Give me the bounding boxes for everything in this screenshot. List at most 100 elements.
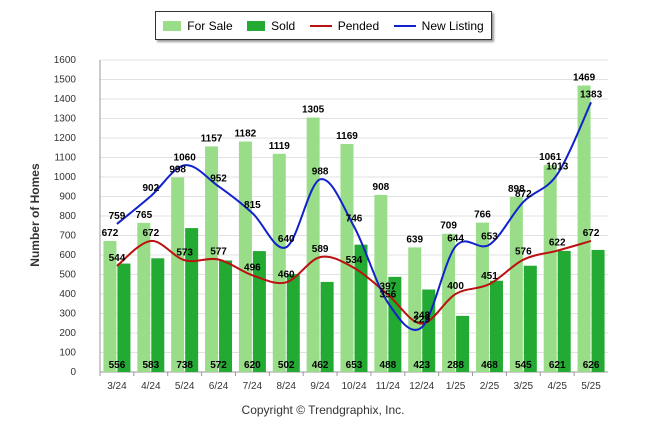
- data-label-for-sale: 1305: [302, 105, 325, 116]
- data-label-pended: 248: [413, 311, 430, 322]
- data-label-for-sale: 766: [474, 210, 491, 221]
- bar-for-sale: [475, 222, 489, 372]
- x-tick-label: 10/24: [341, 381, 366, 392]
- data-label-sold: 488: [380, 360, 397, 371]
- x-tick-label: 5/24: [175, 381, 195, 392]
- data-label-sold: 620: [244, 360, 261, 371]
- data-label-for-sale: 672: [102, 228, 119, 239]
- data-label-new-listing: 872: [515, 189, 532, 200]
- data-label-pended: 672: [583, 228, 600, 239]
- legend-new-listing-label: New Listing: [421, 18, 484, 33]
- data-label-sold: 738: [176, 360, 193, 371]
- data-label-sold: 288: [447, 360, 464, 371]
- y-tick-label: 200: [59, 328, 76, 339]
- copyright-text: Copyright © Trendgraphix, Inc.: [241, 403, 405, 417]
- x-tick-label: 4/24: [141, 381, 161, 392]
- legend-for-sale: For Sale: [163, 18, 233, 33]
- bar-sold: [591, 249, 605, 372]
- x-tick-label: 9/24: [310, 381, 330, 392]
- bar-sold: [523, 265, 537, 372]
- data-label-for-sale: 1169: [336, 131, 358, 142]
- bar-sold: [388, 276, 402, 372]
- y-tick-label: 1200: [54, 133, 77, 144]
- bar-sold: [320, 281, 334, 372]
- bar-for-sale: [340, 144, 354, 372]
- x-tick-label: 4/25: [547, 381, 567, 392]
- y-tick-label: 100: [59, 348, 76, 359]
- x-tick-label: 6/24: [209, 381, 229, 392]
- x-tick-label: 2/25: [480, 381, 500, 392]
- bar-sold: [219, 260, 233, 372]
- y-tick-label: 1600: [54, 55, 77, 66]
- data-label-sold: 502: [278, 360, 295, 371]
- y-tick-label: 300: [59, 309, 76, 320]
- data-label-for-sale: 1157: [201, 133, 223, 144]
- y-tick-label: 1100: [54, 153, 76, 164]
- legend-new-listing-swatch: [393, 24, 416, 27]
- bar-for-sale: [408, 247, 422, 372]
- bar-sold: [117, 263, 131, 372]
- data-label-sold: 583: [142, 360, 159, 371]
- legend-sold: Sold: [247, 19, 295, 33]
- data-label-pended: 460: [278, 269, 295, 280]
- bar-for-sale: [137, 222, 151, 372]
- data-label-for-sale: 1061: [539, 152, 562, 163]
- data-label-sold: 556: [109, 360, 126, 371]
- data-label-new-listing: 640: [278, 234, 295, 245]
- bar-for-sale: [509, 196, 523, 372]
- y-tick-label: 500: [59, 270, 76, 281]
- y-tick-label: 700: [59, 231, 76, 242]
- data-label-sold: 468: [481, 360, 498, 371]
- data-label-pended: 397: [380, 282, 397, 293]
- legend-for-sale-swatch: [163, 20, 182, 31]
- legend-sold-label: Sold: [271, 18, 296, 33]
- legend-for-sale-label: For Sale: [187, 18, 233, 33]
- bar-sold: [185, 228, 199, 372]
- data-label-new-listing: 952: [210, 173, 227, 184]
- data-label-sold: 462: [312, 360, 329, 371]
- x-tick-label: 1/25: [446, 381, 466, 392]
- line-pended: [116, 239, 592, 325]
- y-tick-label: 900: [59, 192, 76, 203]
- bar-for-sale: [171, 177, 185, 372]
- y-tick-label: 1000: [54, 172, 77, 183]
- bar-sold: [151, 258, 165, 372]
- data-label-for-sale: 709: [440, 221, 457, 232]
- data-label-pended: 544: [109, 253, 126, 264]
- bar-sold: [252, 251, 266, 372]
- data-label-for-sale: 1469: [573, 73, 596, 84]
- x-tick-label: 5/25: [581, 381, 601, 392]
- data-label-new-listing: 644: [447, 233, 464, 244]
- bar-for-sale: [374, 194, 388, 372]
- x-tick-label: 3/25: [514, 381, 534, 392]
- data-label-sold: 626: [583, 360, 600, 371]
- bar-for-sale: [103, 240, 117, 372]
- legend-new-listing: New Listing: [393, 18, 484, 33]
- data-label-pended: 451: [481, 271, 498, 282]
- data-label-for-sale: 1119: [269, 141, 291, 152]
- x-tick-label: 7/24: [243, 381, 263, 392]
- legend-sold-swatch: [247, 20, 266, 31]
- data-label-sold: 545: [515, 360, 532, 371]
- data-label-new-listing: 1060: [174, 152, 197, 163]
- data-label-for-sale: 908: [373, 182, 390, 193]
- x-tick-label: 11/24: [376, 381, 401, 392]
- data-label-pended: 577: [210, 246, 227, 257]
- y-tick-label: 1400: [54, 94, 77, 105]
- line-new-listing: [116, 101, 592, 331]
- data-label-new-listing: 902: [142, 183, 159, 194]
- y-tick-label: 800: [59, 211, 76, 222]
- y-tick-label: 1500: [54, 75, 77, 86]
- bar-for-sale: [442, 233, 456, 372]
- data-label-new-listing: 653: [481, 232, 498, 243]
- bar-sold: [557, 250, 571, 372]
- data-label-new-listing: 815: [244, 200, 261, 211]
- bar-for-sale: [577, 85, 591, 373]
- x-tick-label: 12/24: [409, 381, 434, 392]
- bar-for-sale: [272, 153, 286, 372]
- bar-sold: [354, 244, 368, 372]
- data-label-for-sale: 898: [508, 184, 525, 195]
- y-tick-label: 400: [59, 289, 76, 300]
- x-tick-label: 3/24: [107, 381, 127, 392]
